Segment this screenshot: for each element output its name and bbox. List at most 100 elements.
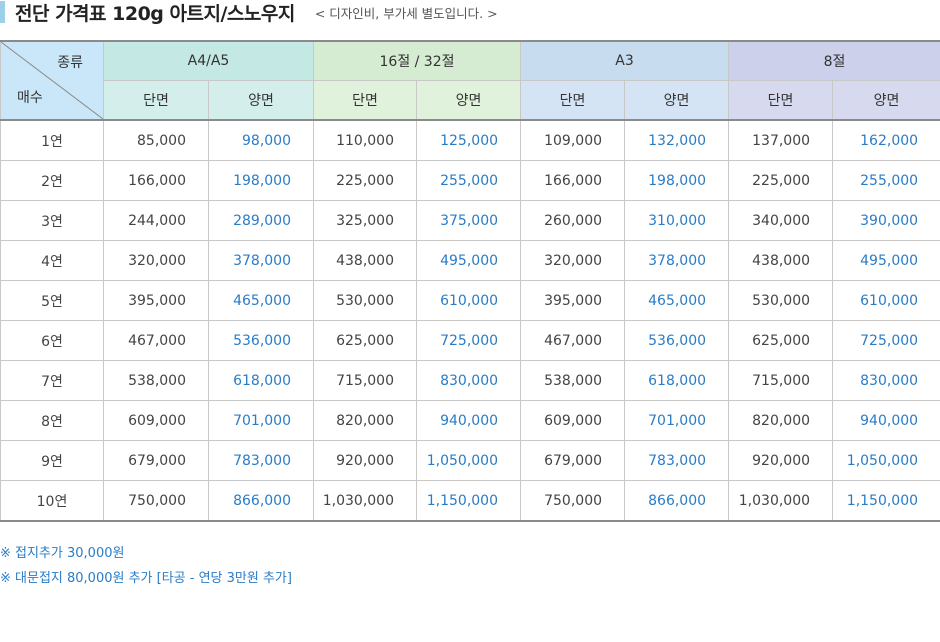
- header-row-sides: 단면 양면 단면 양면 단면 양면 단면 양면: [0, 80, 940, 121]
- price-cell-single: 530,000: [728, 280, 834, 321]
- corner-label-quantity: 매수: [17, 90, 43, 106]
- price-cell-double: 701,000: [208, 400, 314, 441]
- subheader-double: 양면: [415, 80, 522, 121]
- price-cell-single: 325,000: [313, 200, 417, 241]
- price-cell-double: 725,000: [832, 320, 940, 361]
- group-header-a4-a5: A4/A5: [103, 40, 314, 81]
- price-cell-double: 618,000: [624, 360, 730, 401]
- price-rows: 1연 85,000 98,000 110,000 125,000 109,000 132,0…: [0, 119, 940, 522]
- price-cell-double: 255,000: [415, 160, 522, 201]
- price-cell-double: 390,000: [832, 200, 940, 241]
- price-cell-single: 625,000: [728, 320, 834, 361]
- price-cell-double: 830,000: [832, 360, 940, 401]
- group-header-8: 8절: [728, 40, 940, 81]
- price-cell-double: 536,000: [624, 320, 730, 361]
- price-cell-double: 1,150,000: [415, 480, 522, 522]
- group-header-a3: A3: [520, 40, 730, 81]
- table-row: 2연 166,000 198,000 225,000 255,000 166,000 198…: [0, 160, 940, 201]
- price-cell-single: 320,000: [103, 240, 209, 281]
- footnote-fold: ※ 접지추가 30,000원: [0, 546, 125, 561]
- price-cell-single: 920,000: [313, 440, 417, 481]
- price-cell-double: 610,000: [415, 280, 522, 321]
- price-cell-single: 820,000: [728, 400, 834, 441]
- price-cell-single: 438,000: [728, 240, 834, 281]
- price-cell-double: 618,000: [208, 360, 314, 401]
- row-label: 6연: [0, 320, 104, 361]
- price-cell-double: 701,000: [624, 400, 730, 441]
- price-cell-single: 750,000: [520, 480, 626, 522]
- price-cell-single: 715,000: [313, 360, 417, 401]
- price-cell-single: 609,000: [103, 400, 209, 441]
- subheader-double: 양면: [832, 80, 940, 121]
- price-cell-double: 465,000: [208, 280, 314, 321]
- price-cell-double: 783,000: [208, 440, 314, 481]
- table-row: 10연 750,000 866,000 1,030,000 1,150,000 750,0…: [0, 480, 940, 522]
- price-cell-single: 166,000: [520, 160, 626, 201]
- table-row: 6연 467,000 536,000 625,000 725,000 467,000 536…: [0, 320, 940, 361]
- row-label: 7연: [0, 360, 104, 401]
- row-label: 1연: [0, 119, 104, 161]
- price-table: 종류 매수 A4/A5 16절 / 32절 A3 8절 단면 양면 단면 양면 …: [0, 40, 940, 522]
- price-cell-single: 920,000: [728, 440, 834, 481]
- price-cell-double: 132,000: [624, 119, 730, 161]
- price-cell-double: 198,000: [624, 160, 730, 201]
- table-row: 8연 609,000 701,000 820,000 940,000 609,000 701…: [0, 400, 940, 441]
- price-cell-single: 244,000: [103, 200, 209, 241]
- price-cell-single: 1,030,000: [313, 480, 417, 522]
- subheader-single: 단면: [103, 80, 209, 121]
- table-row: 3연 244,000 289,000 325,000 375,000 260,000 310…: [0, 200, 940, 241]
- title-area: 전단 가격표 120g 아트지/스노우지 < 디자인비, 부가세 별도입니다. …: [0, 0, 498, 25]
- row-label: 4연: [0, 240, 104, 281]
- price-cell-double: 289,000: [208, 200, 314, 241]
- row-label: 2연: [0, 160, 104, 201]
- price-cell-single: 625,000: [313, 320, 417, 361]
- price-cell-double: 830,000: [415, 360, 522, 401]
- table-row: 4연 320,000 378,000 438,000 495,000 320,000 378…: [0, 240, 940, 281]
- price-cell-double: 866,000: [624, 480, 730, 522]
- table-row: 9연 679,000 783,000 920,000 1,050,000 679,000 7…: [0, 440, 940, 481]
- header-row-groups: 종류 매수 A4/A5 16절 / 32절 A3 8절: [0, 40, 940, 121]
- row-label: 3연: [0, 200, 104, 241]
- corner-label-type: 종류: [57, 55, 83, 71]
- price-cell-single: 750,000: [103, 480, 209, 522]
- subheader-double: 양면: [208, 80, 314, 121]
- price-cell-single: 538,000: [520, 360, 626, 401]
- row-label: 5연: [0, 280, 104, 321]
- corner-header: 종류 매수: [0, 40, 104, 121]
- title-accent-bar: [0, 1, 5, 23]
- footnotes: ※ 접지추가 30,000원 ※ 대문접지 80,000원 추가 [타공 - 연…: [0, 541, 292, 591]
- price-cell-single: 395,000: [103, 280, 209, 321]
- price-cell-double: 866,000: [208, 480, 314, 522]
- price-cell-double: 378,000: [624, 240, 730, 281]
- price-cell-single: 538,000: [103, 360, 209, 401]
- price-cell-double: 255,000: [832, 160, 940, 201]
- table-row: 1연 85,000 98,000 110,000 125,000 109,000 132,0…: [0, 119, 940, 161]
- diagonal-line: [1, 42, 103, 119]
- price-cell-single: 679,000: [103, 440, 209, 481]
- table-row: 7연 538,000 618,000 715,000 830,000 538,000 618…: [0, 360, 940, 401]
- price-cell-double: 125,000: [415, 119, 522, 161]
- subheader-single: 단면: [313, 80, 417, 121]
- price-cell-double: 536,000: [208, 320, 314, 361]
- price-cell-double: 940,000: [415, 400, 522, 441]
- price-cell-double: 162,000: [832, 119, 940, 161]
- row-label: 10연: [0, 480, 104, 522]
- price-cell-single: 110,000: [313, 119, 417, 161]
- price-cell-single: 679,000: [520, 440, 626, 481]
- price-cell-single: 609,000: [520, 400, 626, 441]
- price-cell-single: 820,000: [313, 400, 417, 441]
- page-title: 전단 가격표 120g 아트지/스노우지: [15, 2, 295, 25]
- price-cell-double: 725,000: [415, 320, 522, 361]
- price-cell-single: 1,030,000: [728, 480, 834, 522]
- price-cell-single: 166,000: [103, 160, 209, 201]
- row-label: 9연: [0, 440, 104, 481]
- price-cell-single: 467,000: [103, 320, 209, 361]
- price-cell-single: 320,000: [520, 240, 626, 281]
- subheader-single: 단면: [728, 80, 834, 121]
- price-cell-single: 225,000: [313, 160, 417, 201]
- table-row: 5연 395,000 465,000 530,000 610,000 395,000 465…: [0, 280, 940, 321]
- price-cell-double: 610,000: [832, 280, 940, 321]
- subheader-single: 단면: [520, 80, 626, 121]
- price-cell-single: 340,000: [728, 200, 834, 241]
- price-cell-single: 395,000: [520, 280, 626, 321]
